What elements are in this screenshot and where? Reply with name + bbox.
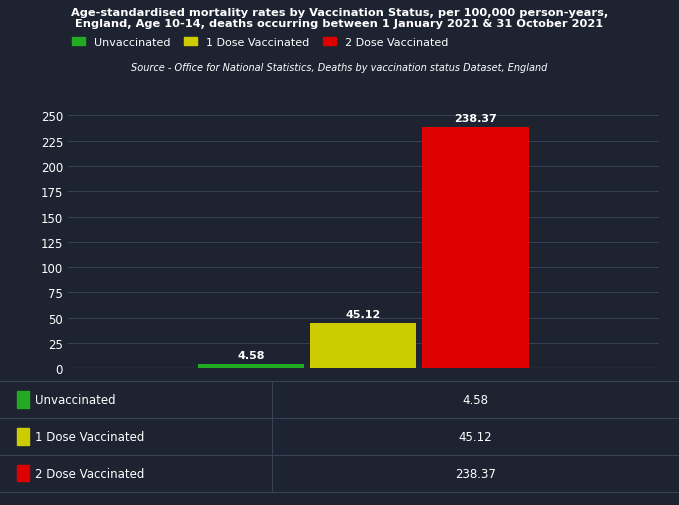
Text: 4.58: 4.58 (237, 350, 265, 360)
Text: 45.12: 45.12 (458, 430, 492, 443)
Bar (310, 323, 416, 369)
Text: Source - Office for National Statistics, Deaths by vaccination status Dataset, E: Source - Office for National Statistics,… (131, 63, 548, 73)
Bar (422, 128, 529, 369)
Legend: Unvaccinated, 1 Dose Vaccinated, 2 Dose Vaccinated: Unvaccinated, 1 Dose Vaccinated, 2 Dose … (67, 33, 453, 53)
Text: 238.37: 238.37 (455, 467, 496, 480)
Text: 238.37: 238.37 (454, 114, 497, 124)
Text: 2 Dose Vaccinated: 2 Dose Vaccinated (35, 467, 145, 480)
Text: 4.58: 4.58 (462, 393, 488, 406)
Bar (198, 364, 304, 369)
Text: Age-standardised mortality rates by Vaccination Status, per 100,000 person-years: Age-standardised mortality rates by Vacc… (71, 8, 608, 29)
Text: 1 Dose Vaccinated: 1 Dose Vaccinated (35, 430, 145, 443)
Text: Age 10-14: Age 10-14 (331, 387, 395, 400)
Text: 45.12: 45.12 (346, 309, 381, 319)
Text: Unvaccinated: Unvaccinated (35, 393, 116, 406)
